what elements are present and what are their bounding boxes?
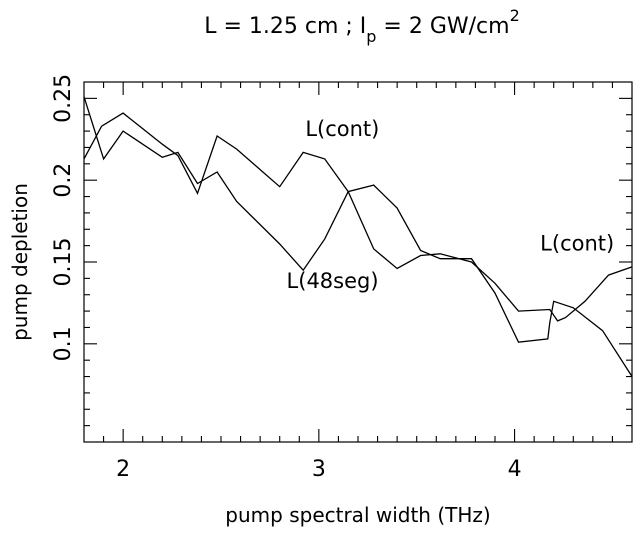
y-tick-label: 0.15 <box>51 238 76 287</box>
x-tick-label: 2 <box>116 457 130 482</box>
series-annotation: L(cont) <box>540 232 614 256</box>
chart-title-subscript: p <box>366 27 376 46</box>
annotations: L(cont) L(48seg) L(cont) <box>287 117 615 293</box>
x-axis-label: pump spectral width (THz) <box>225 503 490 527</box>
chart-title: L = 1.25 cm ; Ip = 2 GW/cm2 <box>204 6 520 46</box>
series-lines <box>83 96 633 377</box>
y-tick-label: 0.1 <box>51 326 76 361</box>
x-axis-tick-labels: 2 3 4 <box>116 457 521 482</box>
y-tick-label: 0.25 <box>51 74 76 123</box>
chart-title-lead: L = 1.25 cm ; I <box>204 14 366 39</box>
y-axis-label: pump depletion <box>8 183 32 341</box>
y-axis-ticks <box>84 97 632 427</box>
series-line-l-cont <box>83 112 633 322</box>
series-annotation: L(cont) <box>305 117 379 141</box>
chart-title-superscript: 2 <box>510 6 520 25</box>
series-annotation: L(48seg) <box>287 269 379 293</box>
x-tick-label: 3 <box>312 457 326 482</box>
x-tick-label: 4 <box>508 457 522 482</box>
y-tick-label: 0.2 <box>51 163 76 198</box>
x-axis-ticks <box>103 82 613 442</box>
series-line-l-48seg <box>83 96 633 377</box>
chart-title-mid: = 2 GW/cm <box>376 14 509 39</box>
y-axis-tick-labels: 0.1 0.15 0.2 0.25 <box>51 74 76 361</box>
